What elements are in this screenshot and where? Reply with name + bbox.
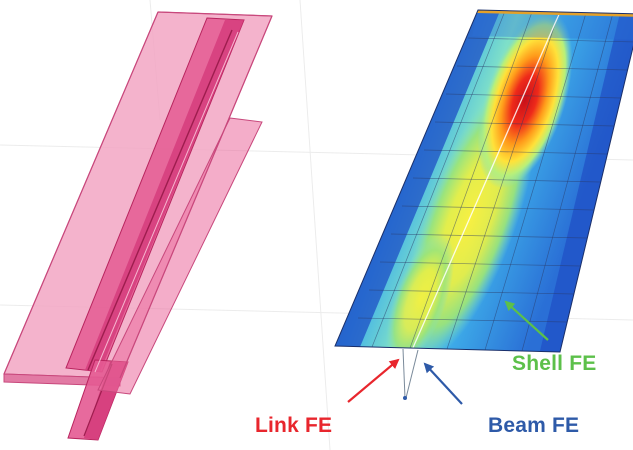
beam-fe-label: Beam FE: [488, 414, 580, 437]
beam-arrow-icon: [423, 362, 463, 405]
shell-arrow-icon: [504, 300, 549, 341]
shell-fe-label: Shell FE: [512, 352, 597, 375]
link-arrow-icon: [347, 358, 400, 403]
link-beam-elements: [402, 348, 419, 400]
solid-t-beam-model: [3, 11, 273, 441]
link-fe-label: Link FE: [255, 414, 333, 437]
shell-fe-model: [334, 9, 633, 353]
